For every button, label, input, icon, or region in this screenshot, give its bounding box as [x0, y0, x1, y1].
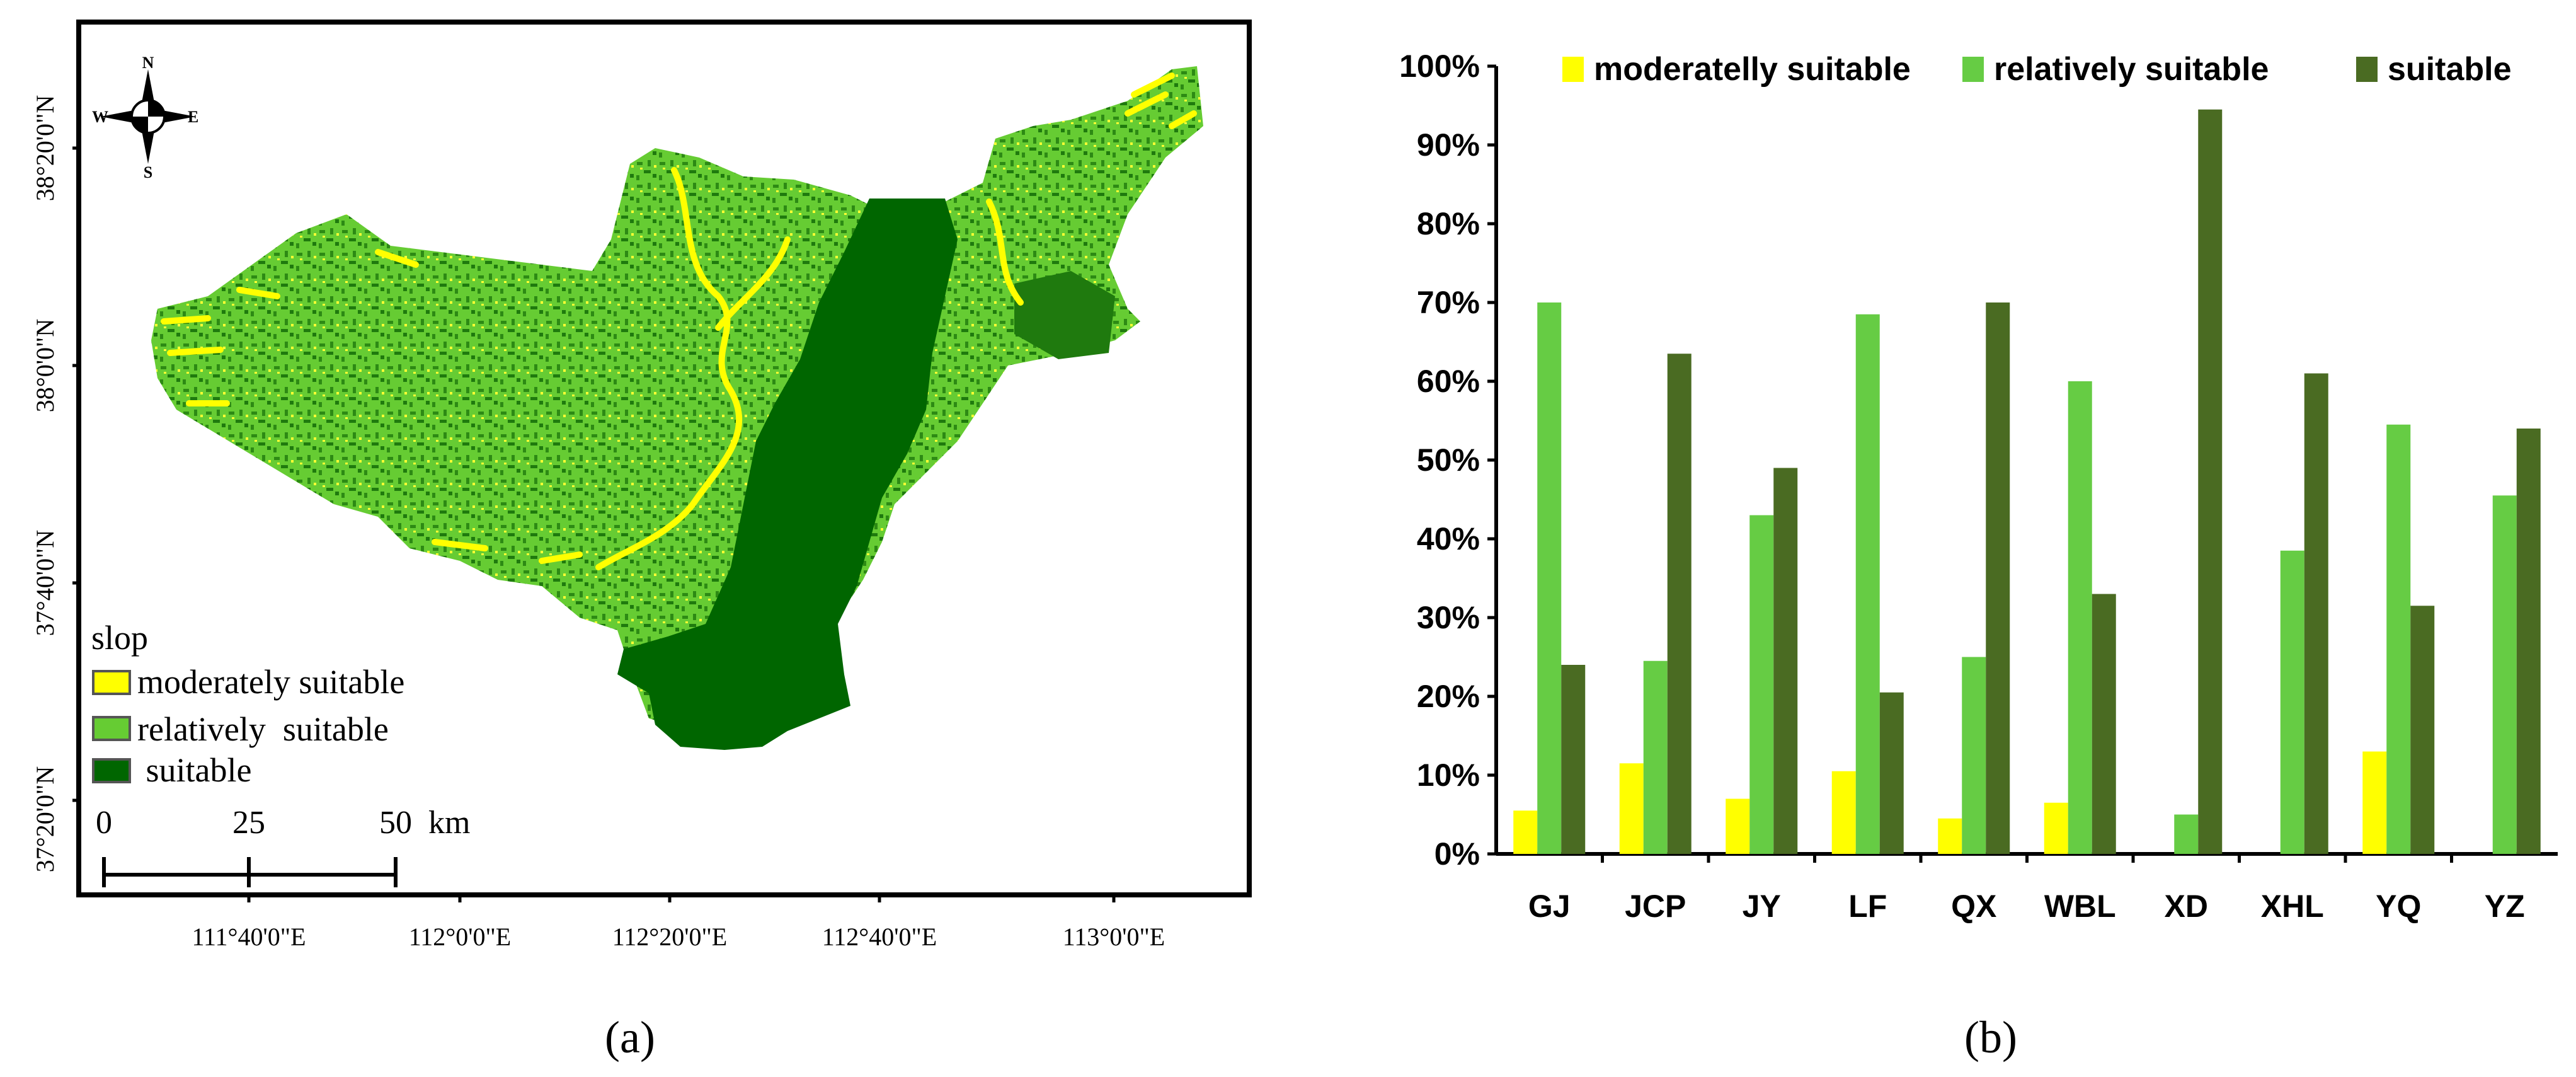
region-moderately-suitable — [161, 72, 1197, 570]
bar-xd-3 — [2198, 109, 2223, 854]
legend-label-2: relatively suitable — [1994, 51, 2269, 88]
bar-wbl-2 — [2068, 381, 2092, 854]
bar-wbl-1 — [2044, 802, 2068, 854]
legend-title: slop — [91, 619, 148, 657]
region-suitable-ne — [1014, 271, 1115, 359]
legend-label-relatively: relatively suitable — [137, 710, 389, 748]
bar-wbl-3 — [2092, 594, 2116, 854]
legend-label-suitable: suitable — [137, 751, 251, 789]
compass-e-label: E — [188, 108, 198, 126]
bar-yq-2 — [2386, 424, 2411, 854]
scale-unit: km — [428, 805, 470, 841]
legend-swatch-3 — [2356, 57, 2378, 82]
lat-ticks — [72, 146, 79, 802]
lon-label-4: 112°40'0"E — [822, 923, 937, 951]
bar-yz-2 — [2492, 495, 2517, 854]
y-tick-label: 30% — [1417, 600, 1480, 635]
compass-icon — [101, 69, 195, 164]
bar-jy-3 — [1773, 468, 1798, 854]
scale-bar: 0 25 50 km — [96, 805, 470, 887]
y-tick-label: 90% — [1417, 127, 1480, 163]
y-tick-label: 20% — [1417, 679, 1480, 714]
bar-gj-1 — [1513, 810, 1538, 854]
scale-tick-0: 0 — [96, 805, 112, 841]
chart-bars — [1513, 109, 2541, 854]
y-tick-label: 50% — [1417, 442, 1480, 478]
bar-jy-1 — [1726, 798, 1750, 854]
x-tick-label: YQ — [2376, 889, 2421, 924]
lat-label-3: 37°40'0"N — [31, 530, 59, 636]
bar-jcp-1 — [1619, 763, 1644, 854]
y-tick-label: 70% — [1417, 285, 1480, 320]
bar-gj-3 — [1561, 665, 1586, 854]
bar-qx-3 — [1986, 302, 2010, 854]
bar-jy-2 — [1749, 515, 1774, 854]
bar-lf-2 — [1855, 314, 1880, 854]
y-tick-label: 100% — [1399, 49, 1480, 84]
region-map — [151, 66, 1203, 750]
bar-yz-3 — [2516, 429, 2541, 854]
y-tick-label: 40% — [1417, 521, 1480, 556]
caption-b: (b) — [1964, 1012, 2017, 1063]
x-tick-label: WBL — [2044, 889, 2116, 924]
bar-jcp-2 — [1643, 660, 1668, 854]
lon-label-1: 111°40'0"E — [192, 923, 306, 951]
bar-yq-1 — [2362, 751, 2387, 854]
chart-axes: 0% 10% 20% 30% 40% 50% 60% 70% 80% 90% 100% GJ JCP JY… — [1399, 49, 2558, 924]
x-tick-label: QX — [1951, 889, 1996, 924]
lon-label-5: 113°0'0"E — [1063, 923, 1165, 951]
compass-w-label: W — [92, 108, 108, 126]
bar-gj-2 — [1537, 302, 1562, 854]
x-tick-label: LF — [1848, 889, 1887, 924]
bar-xhl-3 — [2304, 373, 2328, 854]
legend-label-3: suitable — [2388, 51, 2512, 88]
y-tick-label: 10% — [1417, 757, 1480, 793]
legend-swatch-2 — [1962, 57, 1984, 82]
y-tick-label: 80% — [1417, 206, 1480, 241]
bar-lf-3 — [1879, 692, 1904, 854]
x-tick-label: GJ — [1528, 889, 1571, 924]
lat-label-2: 38°0'0"N — [31, 319, 59, 412]
bar-qx-1 — [1938, 818, 1962, 854]
x-tick-label: XD — [2165, 889, 2208, 924]
scale-tick-50: 50 — [379, 805, 412, 841]
bar-jcp-3 — [1667, 354, 1692, 854]
x-tick-label: JCP — [1625, 889, 1686, 924]
bar-xhl-2 — [2280, 550, 2304, 854]
lon-label-3: 112°20'0"E — [612, 923, 727, 951]
legend-label-1: moderatelly suitable — [1594, 51, 1911, 88]
legend-swatch-moderately — [92, 670, 131, 695]
y-tick-label: 0% — [1434, 836, 1480, 872]
legend-swatch-relatively — [92, 716, 131, 741]
compass-s-label: S — [144, 163, 152, 181]
bar-lf-1 — [1831, 771, 1856, 854]
lon-label-2: 112°0'0"E — [409, 923, 511, 951]
caption-a: (a) — [605, 1012, 655, 1063]
lat-label-1: 38°20'0"N — [31, 95, 59, 201]
map-panel: 38°20'0"N 38°0'0"N 37°40'0"N 37°20'0"N 1… — [31, 20, 1252, 1063]
bar-xd-2 — [2174, 814, 2199, 854]
chart-legend: moderatelly suitable relatively suitable s… — [1562, 51, 2512, 88]
legend-swatch-1 — [1562, 57, 1584, 82]
scale-tick-25: 25 — [232, 805, 265, 841]
bar-qx-2 — [1962, 657, 1986, 854]
x-tick-label: JY — [1743, 889, 1781, 924]
lon-ticks — [247, 895, 1116, 902]
compass-n-label: N — [142, 54, 154, 72]
legend-swatch-suitable — [92, 758, 131, 783]
map-legend: slop moderately suitable relatively suit… — [91, 619, 404, 789]
legend-label-moderately: moderately suitable — [137, 663, 404, 701]
x-tick-label: XHL — [2261, 889, 2324, 924]
y-tick-label: 60% — [1417, 364, 1480, 399]
x-tick-label: YZ — [2485, 889, 2525, 924]
region-suitable — [617, 199, 958, 750]
lat-label-4: 37°20'0"N — [31, 766, 59, 872]
bar-yq-3 — [2410, 606, 2435, 854]
bar-chart: 0% 10% 20% 30% 40% 50% 60% 70% 80% 90% 100% GJ JCP JY… — [1399, 49, 2558, 1063]
